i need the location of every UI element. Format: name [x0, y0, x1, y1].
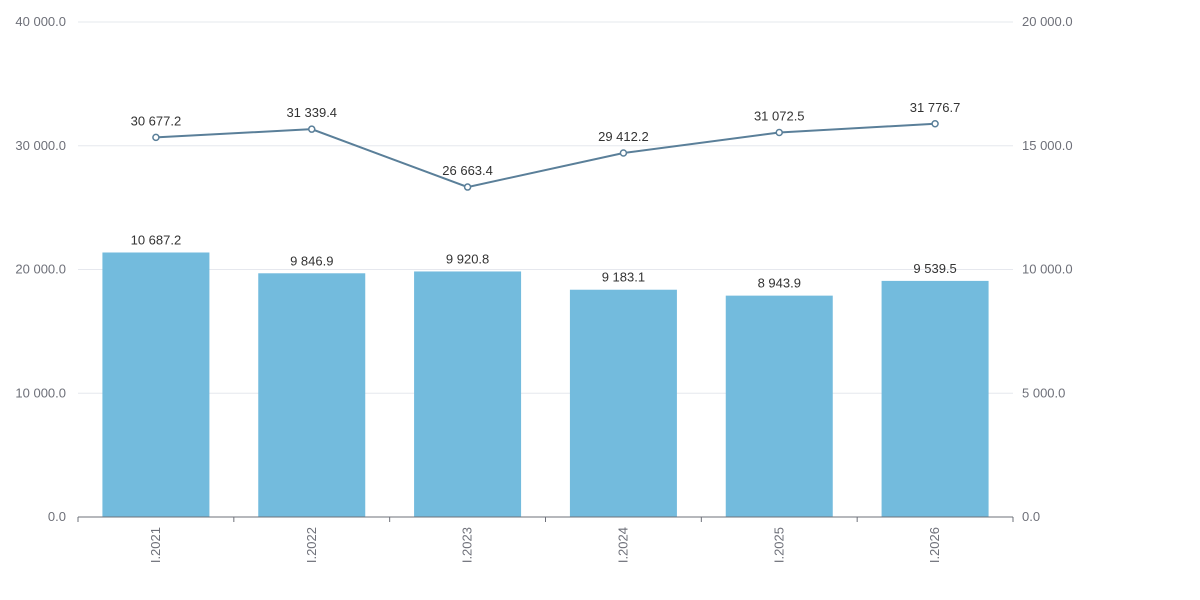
- bar: [881, 280, 989, 517]
- right-axis-tick-label: 20 000.0: [1022, 14, 1073, 29]
- bar-data-label: 10 687.2: [131, 232, 182, 247]
- data-labels: 10 687.2 9 846.9 9 920.8 9 183.1 8 943.9 9 53…: [131, 100, 961, 291]
- right-axis-tick-label: 5 000.0: [1022, 385, 1065, 400]
- x-axis: I.2021 I.2022 I.2023 I.2024 I.2025 I.2026: [77, 516, 1014, 563]
- line-point: [775, 128, 783, 137]
- line-data-label: 31 776.7: [910, 100, 961, 115]
- bar: [102, 252, 210, 517]
- x-axis-category-label: I.2021: [148, 527, 163, 563]
- left-y-axis: 0.0 10 000.0 20 000.0 30 000.0 40 000.0: [15, 14, 66, 524]
- left-axis-tick-label: 40 000.0: [15, 14, 66, 29]
- right-axis-tick-label: 0.0: [1022, 509, 1040, 524]
- line-data-label: 26 663.4: [442, 163, 493, 178]
- bar-data-label: 9 183.1: [602, 270, 645, 285]
- bar-data-label: 9 846.9: [290, 253, 333, 268]
- x-axis-category-label: I.2026: [927, 527, 942, 563]
- right-axis-tick-label: 10 000.0: [1022, 262, 1073, 277]
- line-data-label: 31 339.4: [286, 105, 337, 120]
- line-data-label: 30 677.2: [131, 113, 182, 128]
- x-axis-category-label: I.2025: [771, 527, 786, 563]
- line-point: [619, 149, 628, 157]
- bar: [569, 289, 677, 517]
- line-series: [152, 120, 939, 191]
- bar-data-label: 9 920.8: [446, 251, 489, 266]
- left-axis-tick-label: 0.0: [48, 509, 66, 524]
- line-point: [308, 125, 316, 133]
- line-data-label: 31 072.5: [754, 108, 805, 123]
- left-axis-tick-label: 20 000.0: [15, 262, 66, 277]
- grid-lines: [78, 21, 1013, 394]
- x-axis-category-label: I.2024: [615, 527, 630, 563]
- left-axis-tick-label: 10 000.0: [15, 385, 66, 400]
- bar-data-label: 8 943.9: [758, 276, 801, 291]
- bar: [258, 273, 366, 517]
- right-y-axis: 0.0 5 000.0 10 000.0 15 000.0 20 000.0: [1022, 14, 1073, 524]
- right-axis-tick-label: 15 000.0: [1022, 138, 1073, 153]
- x-axis-category-label: I.2023: [460, 527, 475, 563]
- left-axis-tick-label: 30 000.0: [15, 138, 66, 153]
- bar-series: [102, 252, 989, 517]
- line-point: [463, 183, 472, 191]
- x-axis-category-label: I.2022: [304, 527, 319, 563]
- line-data-label: 29 412.2: [598, 129, 649, 144]
- bar: [725, 295, 833, 517]
- series-line: [155, 122, 936, 189]
- line-point: [152, 133, 160, 142]
- bar: [414, 271, 522, 517]
- bar-data-label: 9 539.5: [913, 261, 956, 276]
- line-point: [931, 120, 939, 128]
